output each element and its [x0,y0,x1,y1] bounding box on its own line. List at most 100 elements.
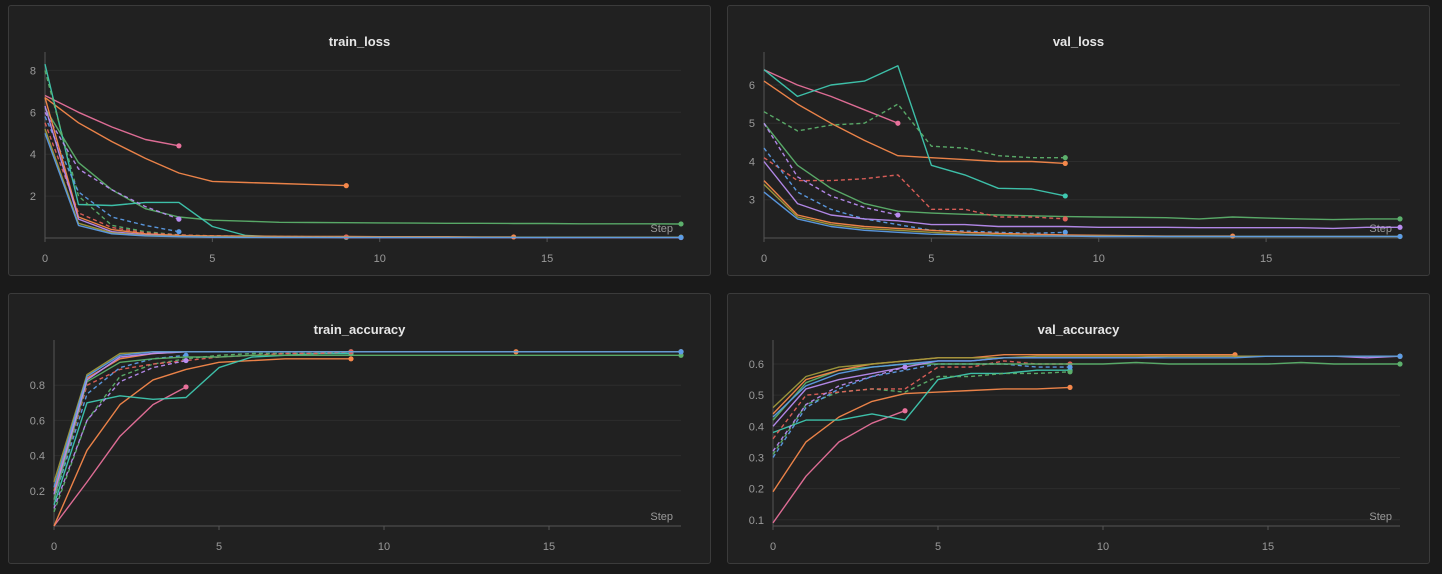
y-tick-label: 5 [749,118,755,130]
series-line [44,107,682,225]
series-line [772,410,906,524]
x-tick-label: 10 [1093,253,1105,265]
series-line [763,122,1400,221]
series-end-point [895,212,901,218]
y-tick-label: 0.6 [30,415,45,427]
series-line [763,80,1066,165]
x-tick-label: 5 [935,541,941,553]
x-tick-label: 15 [541,253,553,265]
chart-title: train_loss [328,34,391,49]
series-end-point [343,183,349,189]
y-tick-label: 6 [30,107,36,119]
y-tick-label: 3 [749,195,755,207]
y-tick-label: 4 [749,156,755,168]
y-tick-label: 0.1 [749,515,764,527]
chart-panel-val-accuracy: val_accuracy 0.1 0.2 0.3 0.4 0.5 0.6 0 5 10 15 Ste… [727,293,1430,564]
series-end-point [1397,233,1403,240]
x-tick-label: 0 [761,253,767,265]
x-tick-label: 5 [209,253,215,265]
series-line [763,69,899,124]
series-end-point [176,143,182,149]
series-line [44,132,681,239]
series-end-point [1062,229,1068,235]
series-end-point [1397,353,1403,359]
series-line [763,157,1066,220]
series-end-point [1397,224,1403,230]
x-axis-label: Step [1369,511,1392,523]
series-end-point [678,349,684,355]
series-line [763,191,1400,238]
series-line [53,358,351,527]
series-line [44,116,180,233]
series-line [53,351,516,491]
chart-canvas-val-loss[interactable]: 3 4 5 6 0 5 10 15 Step [728,6,1431,277]
series-line [772,360,1070,440]
y-tick-label: 0.4 [30,451,45,463]
x-tick-label: 0 [770,541,776,553]
chart-title: val_accuracy [1037,322,1120,337]
series-line [763,183,1400,238]
series-line [53,359,187,509]
series-line [763,65,1066,197]
series-line [772,386,1071,493]
series-line [44,97,347,187]
x-tick-label: 0 [42,253,48,265]
x-tick-label: 15 [543,541,555,553]
chart-canvas-val-accuracy[interactable]: 0.1 0.2 0.3 0.4 0.5 0.6 0 5 10 15 Step [728,294,1431,565]
x-tick-label: 15 [1262,541,1274,553]
x-tick-label: 0 [51,541,57,553]
series-line [44,128,681,238]
series-line [772,369,1070,434]
series-line [772,371,1071,455]
series-end-point [902,408,908,414]
series-line [763,122,899,216]
series-end-point [1067,364,1073,370]
chart-title: train_accuracy [313,322,406,337]
series-line [53,351,681,483]
y-tick-label: 0.3 [749,452,764,464]
series-line [772,355,1400,418]
y-tick-label: 8 [30,65,36,77]
series-line [763,103,1066,159]
chart-canvas-train-accuracy[interactable]: 0.2 0.4 0.6 0.8 0 5 10 15 Step [9,294,712,565]
chart-title: val_loss [1052,34,1105,49]
series-end-point [1067,369,1073,375]
x-tick-label: 5 [216,541,222,553]
series-line [53,351,352,500]
y-tick-label: 0.8 [30,380,45,392]
series-line [44,63,347,239]
series-line [44,111,180,220]
x-tick-label: 10 [1097,541,1109,553]
series-line [772,361,1400,421]
series-line [772,354,1235,415]
y-tick-label: 0.2 [749,484,764,496]
series-end-point [1062,160,1068,166]
series-end-point [1397,361,1403,367]
y-tick-label: 4 [30,149,36,161]
x-tick-label: 15 [1260,253,1272,265]
x-tick-label: 10 [378,541,390,553]
series-end-point [1397,216,1403,222]
series-line [53,351,352,513]
series-end-point [678,234,684,240]
chart-panel-train-loss: train_loss 2 4 6 8 0 5 10 15 Step [8,5,711,276]
series-line [44,122,347,238]
series-end-point [183,357,189,364]
chart-panel-train-accuracy: train_accuracy 0.2 0.4 0.6 0.8 0 5 10 15 Step [8,293,711,564]
y-tick-label: 2 [30,191,36,203]
series-line [53,351,681,495]
series-end-point [1062,155,1068,161]
series-line [53,354,681,500]
series-line [44,97,514,238]
y-tick-label: 0.5 [749,390,764,402]
x-axis-label: Step [1369,223,1392,235]
x-tick-label: 5 [928,253,934,265]
series-line [763,161,1400,230]
chart-panel-val-loss: val_loss 3 4 5 6 0 5 10 15 Step [727,5,1430,276]
y-tick-label: 0.2 [30,486,45,498]
x-axis-label: Step [650,511,673,523]
chart-canvas-train-loss[interactable]: 2 4 6 8 0 5 10 15 Step [9,6,712,277]
series-line [53,351,681,488]
y-tick-label: 0.6 [749,359,764,371]
series-end-point [183,384,189,390]
